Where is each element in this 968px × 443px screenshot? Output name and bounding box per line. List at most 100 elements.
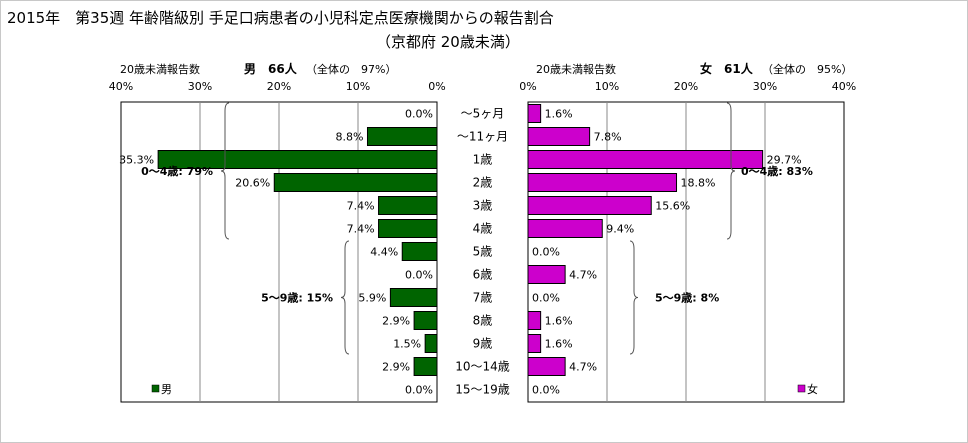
male-legend-label: 男 [161,383,172,396]
male-bar [378,196,438,215]
age-category-label: 9歳 [473,337,493,351]
male-x-tick-label: 10% [346,80,370,93]
female-value-label: 4.7% [569,269,597,282]
male-bar [389,288,438,307]
female-value-label: 1.6% [545,108,573,121]
female-value-label: 0.0% [532,292,560,305]
female-value-label: 1.6% [545,315,573,328]
female-x-tick-label: 0% [519,80,536,93]
female-x-tick-label: 10% [595,80,619,93]
group-brace [340,240,350,355]
male-x-tick-label: 20% [267,80,291,93]
male-value-label: 2.9% [382,315,410,328]
female-bar [527,357,566,376]
male-header-sex: 男 [244,62,256,76]
male-value-label: 2.9% [382,361,410,374]
age-category-labels: 〜5ヶ月〜11ヶ月 1歳 2歳 3歳 4歳 5歳 6歳 7歳 8歳 9歳 10〜14歳 15〜19歳 [455,107,510,397]
male-header-share: （全体の 97%） [306,62,396,76]
age-category-label: 7歳 [473,291,493,305]
male-header: 20歳未満報告数 男 66人 （全体の 97%） [120,61,396,76]
male-group-annotation: 5〜9歳: 15% [261,291,333,305]
male-value-label: 0.0% [405,384,433,397]
female-value-label: 9.4% [606,223,634,236]
group-brace [726,102,736,240]
male-value-label: 0.0% [405,269,433,282]
chart-subtitle: （京都府 20歳未満） [376,33,520,51]
age-category-label: 10〜14歳 [455,360,510,374]
female-bar [527,265,566,284]
female-value-label: 18.8% [681,177,716,190]
age-category-label: 〜5ヶ月 [461,107,505,121]
female-legend-label: 女 [807,382,818,396]
male-header-label: 20歳未満報告数 [120,63,200,76]
female-header-count: 61人 [724,61,754,76]
group-brace [220,102,230,240]
male-value-label: 20.6% [235,177,270,190]
female-value-label: 0.0% [532,384,560,397]
male-bar [157,150,438,169]
female-value-label: 7.8% [594,131,622,144]
age-category-label: 1歳 [473,153,493,167]
female-value-label: 4.7% [569,361,597,374]
male-value-label: 35.3% [119,154,154,167]
female-group-annotation: 5〜9歳: 8% [655,291,719,305]
male-value-label: 7.4% [347,223,375,236]
female-header: 20歳未満報告数 女 61人 （全体の 95%） [536,61,852,76]
group-annotations: 0〜4歳: 79% 5〜9歳: 15% 0〜4歳: 83% 5〜9歳: 8% [141,102,813,355]
male-bars [157,127,438,376]
female-value-label: 15.6% [655,200,690,213]
male-axis-ticks: 40% 30% 20% 10% 0% [109,80,446,93]
male-legend: 男 [151,383,172,396]
male-bar [401,242,438,261]
female-bar [527,150,764,169]
female-header-label: 20歳未満報告数 [536,63,616,76]
female-header-sex: 女 [700,61,712,76]
female-value-label: 29.7% [767,154,802,167]
female-bar [527,104,542,123]
male-x-tick-label: 0% [428,80,445,93]
male-header-count: 66人 [268,61,298,76]
male-value-label: 1.5% [393,338,421,351]
male-value-label: 8.8% [336,131,364,144]
female-header-share: （全体の 95%） [762,62,852,76]
male-value-label: 5.9% [358,292,386,305]
female-group-annotation: 0〜4歳: 83% [741,164,813,178]
female-bar [527,173,678,192]
female-x-tick-label: 20% [674,80,698,93]
female-axis-ticks: 0% 10% 20% 30% 40% [519,80,856,93]
age-category-label: 15〜19歳 [455,383,510,397]
age-category-label: 8歳 [473,314,493,328]
female-legend-swatch [797,384,806,393]
female-x-tick-label: 30% [753,80,777,93]
male-value-label: 7.4% [347,200,375,213]
age-category-label: 4歳 [473,222,493,236]
male-bar [413,311,438,330]
male-value-labels: 0.0% 8.8% 35.3% 20.6% 7.4% 7.4% 4.4% 0.0% 5.9% 2.… [119,108,433,397]
female-bar [527,219,603,238]
female-value-labels: 1.6% 7.8% 29.7% 18.8% 15.6% 9.4% 0.0% 4.7% 0.0% 1… [532,108,802,397]
male-legend-swatch [151,384,160,393]
male-bar [378,219,438,238]
female-value-label: 1.6% [545,338,573,351]
male-group-annotation: 0〜4歳: 79% [141,164,213,178]
male-bar [366,127,438,146]
age-category-label: 〜11ヶ月 [457,130,508,144]
age-category-label: 3歳 [473,199,493,213]
male-value-label: 4.4% [370,246,398,259]
male-bar [273,173,438,192]
age-category-label: 6歳 [473,268,493,282]
male-x-tick-label: 40% [109,80,133,93]
age-category-label: 5歳 [473,245,493,259]
female-bar [527,127,591,146]
female-bar [527,334,542,353]
male-bar [424,334,438,353]
group-brace [629,240,639,355]
chart-title: 2015年 第35週 年齢階級別 手足口病患者の小児科定点医療機関からの報告割合 [7,9,554,27]
male-x-tick-label: 30% [188,80,212,93]
female-bars [527,104,764,376]
age-category-label: 2歳 [473,176,493,190]
female-legend: 女 [797,382,818,396]
male-value-label: 0.0% [405,108,433,121]
female-value-label: 0.0% [532,246,560,259]
